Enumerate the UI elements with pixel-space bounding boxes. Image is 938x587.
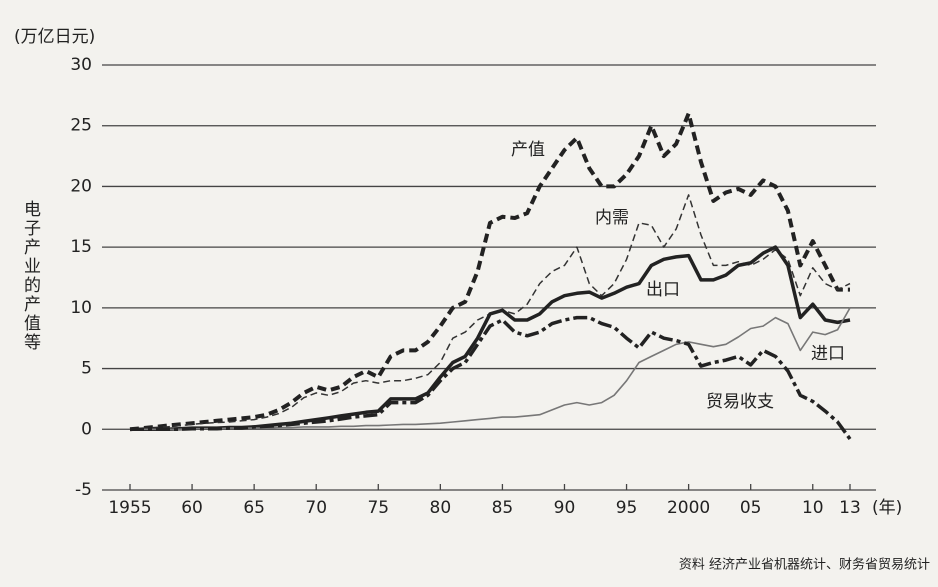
y-tick-label: 25 <box>70 116 92 136</box>
series-label: 产值 <box>511 140 545 160</box>
x-tick-label: 70 <box>305 498 327 518</box>
x-tick-label: 1955 <box>108 498 151 518</box>
x-tick-label: 2000 <box>667 498 710 518</box>
source-note: 资料 经济产业省机器统计、财务省贸易统计 <box>679 557 930 573</box>
series-label: 进口 <box>811 344 845 364</box>
y-tick-label: 15 <box>70 237 92 257</box>
series-line <box>130 245 851 432</box>
x-tick-label: 75 <box>367 498 389 518</box>
x-tick-label: 90 <box>554 498 576 518</box>
x-tick-label: 13 <box>839 498 861 518</box>
series-line <box>130 315 852 441</box>
x-tick-label: 95 <box>616 498 638 518</box>
x-tick-label: 65 <box>243 498 265 518</box>
y-axis-label: 电子产业的产值等 <box>20 200 41 352</box>
series-line <box>129 111 850 432</box>
x-tick-label: 05 <box>740 498 762 518</box>
x-tick-label: 85 <box>492 498 514 518</box>
y-unit: (万亿日元) <box>14 27 95 47</box>
y-tick-label: 0 <box>81 419 92 439</box>
x-unit: (年) <box>872 498 902 518</box>
y-tick-label: 30 <box>70 55 92 75</box>
x-tick-label: 60 <box>181 498 203 518</box>
series-line <box>130 307 851 431</box>
series-label: 贸易收支 <box>706 392 774 412</box>
x-tick-label: 10 <box>802 498 824 518</box>
series-label: 出口 <box>646 280 680 300</box>
y-tick-label: 5 <box>81 359 92 379</box>
y-tick-label: 10 <box>70 298 92 318</box>
y-tick-label: -5 <box>75 480 92 500</box>
series-label: 内需 <box>595 208 629 228</box>
y-tick-label: 20 <box>70 176 92 196</box>
x-tick-label: 80 <box>430 498 452 518</box>
